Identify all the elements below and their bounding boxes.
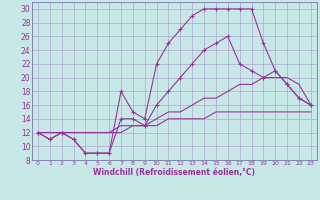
X-axis label: Windchill (Refroidissement éolien,°C): Windchill (Refroidissement éolien,°C) bbox=[93, 168, 255, 177]
